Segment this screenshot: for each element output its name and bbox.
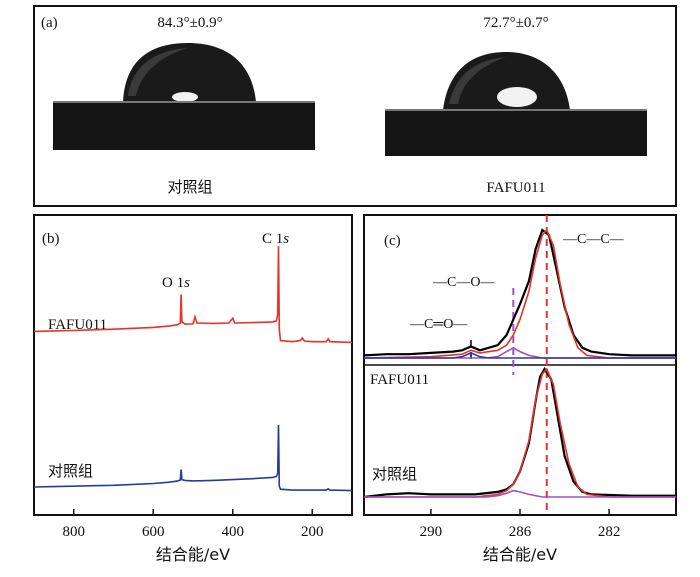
peak-label-o1s-elem: O 1 <box>162 275 184 291</box>
bond-label-c-o: —C—O— <box>432 275 495 290</box>
series-line-control <box>33 424 353 492</box>
series-line-raw-fafu011 <box>363 228 676 357</box>
panel-c: (c) 290 286 282 结合能/eV FAFU011 对照组 —C—C— —… <box>363 214 677 564</box>
panel-a-label: (a) <box>41 15 58 31</box>
panel-a: (a) 84.3°±0.9° 对照组 72.7°±0.7° FAFU011 <box>33 5 677 207</box>
series-line-c-o-fafu011 <box>364 352 676 359</box>
x-tick-label: 800 <box>63 524 86 540</box>
droplet-highlight <box>449 57 506 104</box>
panel-c-x-axis: 290 286 282 <box>420 509 621 540</box>
orbital-letter: s <box>184 275 190 291</box>
bond-label-c-c: —C—C— <box>562 232 625 247</box>
contact-angle-control: 84.3°±0.9° <box>157 15 222 31</box>
series-label-fafu011: FAFU011 <box>48 317 107 333</box>
panel-b: (b) 800 600 400 200 结合能/eV FAFU011 对照组 O 1s… <box>33 214 353 564</box>
panel-c-label: (c) <box>384 233 401 249</box>
peak-label-o1s: O 1s <box>162 275 190 291</box>
contact-angle-fafu011: 72.7°±0.7° <box>483 15 548 31</box>
substrate <box>53 102 315 150</box>
droplet-reflection <box>497 87 537 107</box>
droplet-reflection <box>172 92 198 102</box>
sample-name-control: 对照组 <box>167 178 212 196</box>
sample-name-fafu011: FAFU011 <box>486 180 545 196</box>
peak-label-c1s: C 1s <box>262 231 289 247</box>
series-line-fit-fafu011 <box>363 228 676 359</box>
droplet-highlight <box>128 48 188 96</box>
panel-b-x-axis-title: 结合能/eV <box>156 545 230 564</box>
panel-b-frame <box>33 214 353 516</box>
droplet-image-fafu011 <box>385 52 647 156</box>
panel-c-plot <box>363 228 676 499</box>
subplot-label-control: 对照组 <box>372 465 417 483</box>
x-tick-label: 290 <box>420 524 443 540</box>
series-line-fafu011 <box>33 245 353 344</box>
substrate <box>385 110 647 156</box>
series-line-fit-control <box>364 367 676 498</box>
panel-c-x-axis-title: 结合能/eV <box>483 545 557 564</box>
panel-b-label: (b) <box>42 231 60 247</box>
x-tick-label: 286 <box>509 524 532 540</box>
panel-a-frame <box>33 5 677 207</box>
bond-label-c-double-o: —C═O— <box>409 317 468 332</box>
series-line-c-o-control <box>364 489 676 498</box>
series-label-control: 对照组 <box>48 462 93 480</box>
x-tick-label: 400 <box>222 524 245 540</box>
panel-b-x-axis: 800 600 400 200 <box>63 509 324 540</box>
peak-label-c1s-elem: C 1 <box>262 231 283 247</box>
x-tick-label: 200 <box>301 524 324 540</box>
panel-c-reference-lines <box>469 215 548 515</box>
subplot-label-fafu011: FAFU011 <box>370 372 429 388</box>
droplet-image-control <box>53 43 315 150</box>
x-tick-label: 600 <box>142 524 165 540</box>
orbital-letter: s <box>283 231 289 247</box>
x-tick-label: 282 <box>598 524 621 540</box>
panel-b-plot <box>33 245 353 492</box>
